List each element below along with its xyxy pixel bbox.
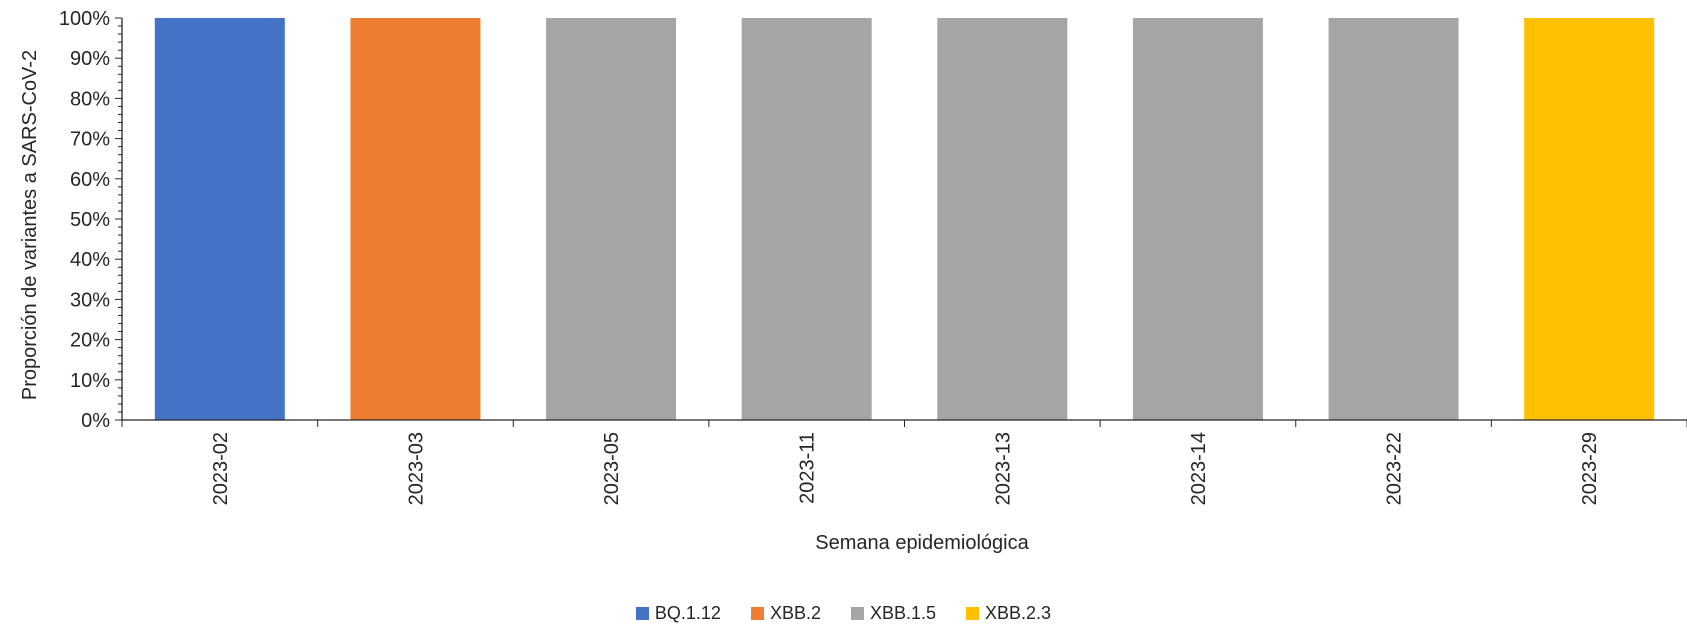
legend-label: BQ.1.12 (654, 603, 721, 623)
bar-2023-05-XBB.1.5 (546, 18, 677, 420)
y-tick-label: 20% (70, 330, 110, 352)
x-axis-label: Semana epidemiológica (815, 532, 1029, 554)
y-tick-label: 80% (70, 88, 110, 110)
y-tick-label: 60% (70, 169, 110, 191)
bar-2023-13-XBB.1.5 (937, 18, 1068, 420)
bar-2023-02-BQ.1.12 (154, 18, 285, 420)
legend-swatch (635, 607, 649, 620)
y-tick-label: 30% (70, 289, 110, 311)
bar-2023-14-XBB.1.5 (1132, 18, 1263, 420)
x-tick-label: 2023-14 (1188, 432, 1210, 505)
legend: BQ.1.12 XBB.2 XBB.1.5 XBB.2.3 (0, 603, 1687, 624)
y-tick-label: 70% (70, 129, 110, 151)
bar-2023-03-XBB.2 (350, 18, 481, 420)
bar-2023-29-XBB.2.3 (1524, 18, 1655, 420)
legend-swatch (966, 607, 980, 620)
x-axis: 2023-02 2023-03 2023-05 2023-11 2023-13 2023-… (121, 419, 1687, 505)
y-tick-label: 40% (70, 249, 110, 271)
legend-item: XBB.2.3 (966, 603, 1051, 624)
y-axis: 0% 10% 20% 30% 40% 50% 60% 70% 80% 90% 100% (59, 8, 123, 432)
legend-item: XBB.1.5 (850, 603, 937, 624)
legend-swatch (750, 607, 764, 620)
y-axis-label: Proporción de variantes a SARS-CoV-2 (19, 50, 41, 400)
legend-label: XBB.2 (769, 603, 821, 623)
x-tick-label: 2023-05 (601, 432, 623, 505)
x-tick-label: 2023-29 (1579, 432, 1601, 505)
legend-item: BQ.1.12 (635, 603, 721, 624)
legend-label: XBB.2.3 (985, 603, 1052, 623)
x-tick-label: 2023-13 (992, 432, 1014, 505)
x-tick-label: 2023-11 (797, 432, 819, 504)
x-tick-label: 2023-03 (405, 432, 427, 505)
y-tick-label: 50% (70, 209, 110, 231)
legend-swatch (850, 607, 864, 620)
bar-2023-22-XBB.1.5 (1328, 18, 1459, 420)
y-tick-label: 0% (81, 410, 110, 432)
y-tick-label: 10% (70, 370, 110, 392)
bars-group (154, 18, 1655, 420)
y-tick-label: 100% (59, 8, 110, 30)
bar-2023-11-XBB.1.5 (741, 18, 872, 420)
legend-item: XBB.2 (750, 603, 821, 624)
x-tick-label: 2023-02 (210, 432, 232, 505)
legend-label: XBB.1.5 (869, 603, 937, 623)
x-tick-label: 2023-22 (1384, 432, 1406, 505)
y-tick-label: 90% (70, 48, 110, 70)
